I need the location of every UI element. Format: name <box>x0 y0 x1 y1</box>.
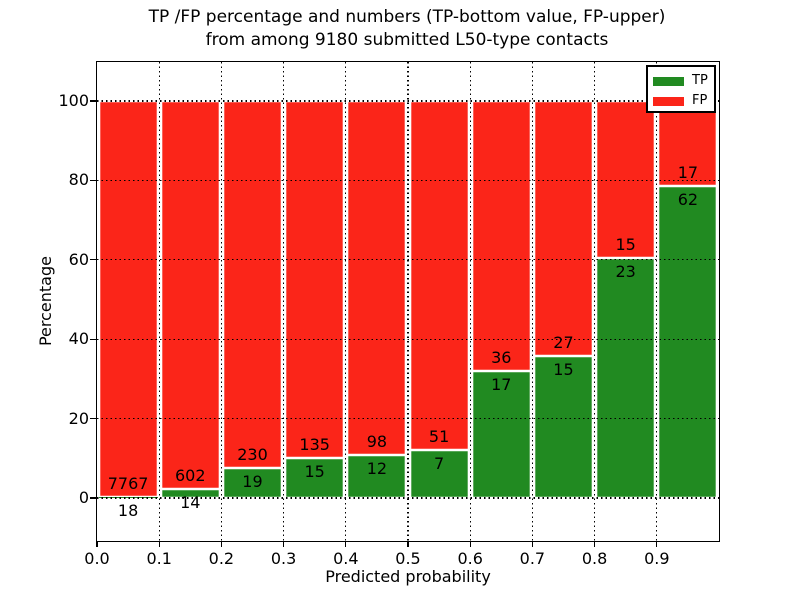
y-tick-label: 100 <box>58 91 89 110</box>
x-tick-label: 0.6 <box>457 549 483 568</box>
plot-area: Predicted probability Percentage 7767 18 6… <box>36 61 720 586</box>
bar-segment-fp <box>285 101 345 459</box>
bar-segment-fp <box>596 101 656 258</box>
v-gridline <box>531 62 533 541</box>
x-tick-label: 0.9 <box>644 549 670 568</box>
tp-count-label: 12 <box>366 458 388 478</box>
h-gridline <box>97 179 719 181</box>
fp-count-label: 98 <box>366 431 388 451</box>
bar-segment-tp <box>222 467 283 498</box>
x-tick-label: 0.5 <box>395 549 421 568</box>
fp-count-label: 27 <box>553 333 574 353</box>
bar-segment-fp <box>471 101 531 371</box>
v-gridline <box>345 62 347 541</box>
y-tick-label: 20 <box>68 408 89 428</box>
bar-segment-fp <box>658 101 718 187</box>
bar-segment-fp <box>98 101 158 498</box>
fp-count-label: 51 <box>428 427 450 447</box>
x-tick-label: 0.1 <box>146 549 172 568</box>
y-tick <box>90 100 96 102</box>
bar-segment-tp <box>471 370 531 498</box>
chart-title-line2: from among 9180 submitted L50-type conta… <box>205 30 609 50</box>
x-tick <box>158 541 160 547</box>
tp-count-label: 62 <box>677 190 699 210</box>
x-tick-label: 0.8 <box>581 549 608 568</box>
bar-segment-fp <box>160 101 220 489</box>
x-axis-label: Predicted probability <box>325 567 491 586</box>
tp-count-label: 15 <box>304 462 325 482</box>
v-gridline <box>656 62 658 541</box>
y-tick-label: 80 <box>68 170 89 190</box>
fp-count-label: 15 <box>615 234 636 254</box>
fp-count-label: 230 <box>237 444 268 464</box>
fp-count-label: 602 <box>175 465 206 485</box>
bar-segment-tp <box>533 356 594 498</box>
bar-segment-fp <box>347 101 407 455</box>
bar-segment-fp <box>222 101 283 468</box>
chart-title: TP /FP percentage and numbers (TP-bottom… <box>96 6 718 52</box>
x-tick <box>594 541 596 547</box>
bar-segment-tp <box>658 186 718 498</box>
y-tick <box>90 497 96 499</box>
bar-segment-tp <box>160 488 220 498</box>
legend: TP FP <box>646 65 716 113</box>
x-tick <box>469 541 471 547</box>
bar-segment-tp <box>347 454 407 498</box>
legend-row-tp: TP <box>653 71 714 91</box>
x-tick-label: 0.2 <box>208 549 235 568</box>
y-tick-label: 60 <box>68 249 89 269</box>
x-tick <box>531 541 533 547</box>
legend-row-fp: FP <box>653 91 714 111</box>
x-tick-label: 0.4 <box>333 549 359 568</box>
tp-count-label: 18 <box>117 501 139 521</box>
x-tick <box>96 541 98 547</box>
y-tick <box>90 259 96 261</box>
x-tick <box>656 541 658 547</box>
y-tick <box>90 418 96 420</box>
h-gridline <box>97 418 719 420</box>
bar-segment-fp <box>409 101 469 451</box>
v-gridline <box>594 62 596 541</box>
v-gridline <box>407 62 409 541</box>
y-tick-label: 0 <box>78 488 89 507</box>
tp-count-label: 14 <box>180 492 201 512</box>
tp-count-label: 15 <box>553 360 574 380</box>
h-gridline <box>97 100 719 102</box>
x-tick-label: 0.3 <box>270 549 297 568</box>
v-gridline <box>283 62 285 541</box>
h-gridline <box>97 497 719 499</box>
x-tick <box>220 541 222 547</box>
fp-count-label: 36 <box>491 347 512 367</box>
tp-count-label: 17 <box>491 374 512 394</box>
tp-count-label: 23 <box>615 261 636 281</box>
bar-segment-fp <box>533 101 594 357</box>
bar-segment-tp <box>285 458 345 498</box>
x-tick <box>407 541 409 547</box>
legend-swatch-fp <box>653 96 684 106</box>
chart-title-line1: TP /FP percentage and numbers (TP-bottom… <box>148 7 666 27</box>
h-gridline <box>97 338 719 340</box>
legend-label-tp: TP <box>692 73 708 88</box>
fp-count-label: 7767 <box>107 474 149 494</box>
fp-count-label: 135 <box>299 435 330 455</box>
legend-label-fp: FP <box>692 93 708 108</box>
x-tick-label: 0.7 <box>519 549 546 568</box>
x-tick <box>283 541 285 547</box>
fp-count-label: 17 <box>677 163 699 183</box>
v-gridline <box>469 62 471 541</box>
tp-count-label: 19 <box>242 471 263 491</box>
h-gridline <box>97 259 719 261</box>
y-tick <box>90 179 96 181</box>
tp-count-label: 7 <box>434 454 445 474</box>
bar-segment-tp <box>596 257 656 498</box>
v-gridline <box>158 62 160 541</box>
y-tick-label: 40 <box>68 329 89 349</box>
x-tick <box>345 541 347 547</box>
v-gridline <box>220 62 222 541</box>
legend-swatch-tp <box>653 76 684 86</box>
bar-segment-tp <box>409 450 469 498</box>
x-tick-label: 0.0 <box>84 549 110 568</box>
y-tick <box>90 338 96 340</box>
